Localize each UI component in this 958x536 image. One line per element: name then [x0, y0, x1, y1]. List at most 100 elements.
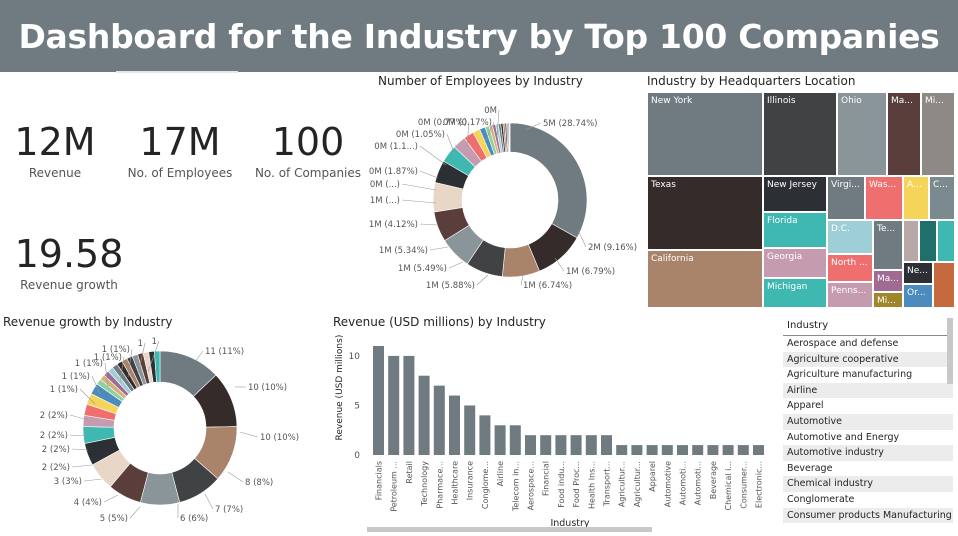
revenue-bar[interactable]	[494, 425, 506, 455]
treemap-cell[interactable]: Or...	[903, 284, 933, 308]
revenue-bar[interactable]	[646, 445, 658, 455]
revenue-bar[interactable]	[692, 445, 704, 455]
kpi-employees[interactable]: 17M No. of Employees	[125, 122, 235, 180]
treemap-cell[interactable]: Texas	[647, 176, 763, 250]
slicer-scrollbar[interactable]	[947, 318, 953, 384]
revenue-bar[interactable]	[631, 445, 643, 455]
slicer-item[interactable]: Aerospace and defense	[787, 338, 899, 349]
treemap-cell[interactable]: D.C.	[827, 220, 873, 254]
employees-leader-line	[520, 274, 524, 286]
x-tick-label: Technology	[420, 461, 429, 507]
employees-data-label: 1M (...)	[370, 196, 400, 206]
growth-leader-line	[204, 493, 214, 510]
treemap-cell-label: D.C.	[831, 224, 850, 234]
employees-slice[interactable]	[509, 122, 588, 239]
treemap-cell[interactable]	[919, 220, 937, 262]
industry-slicer[interactable]: Industry Aerospace and defense Agricultur…	[783, 318, 953, 536]
treemap-cell[interactable]: Te...	[873, 220, 903, 270]
revenue-bar[interactable]	[737, 445, 749, 455]
employees-data-label: 1M (5.88%)	[426, 281, 475, 291]
treemap-cell[interactable]: Ne...	[903, 262, 933, 284]
revenue-bar-chart[interactable]: Revenue (USD millions) 0 5 10 Financials Petr…	[330, 330, 775, 530]
revenue-bar[interactable]	[585, 435, 597, 455]
slicer-item[interactable]: Automotive industry	[783, 445, 953, 461]
revenue-bar[interactable]	[418, 375, 430, 455]
treemap-cell[interactable]: New York	[647, 92, 763, 176]
kpi-growth[interactable]: 19.58 Revenue growth	[14, 234, 124, 292]
revenue-bar[interactable]	[753, 445, 764, 455]
revenue-bar[interactable]	[525, 435, 536, 455]
revenue-bar[interactable]	[464, 405, 476, 455]
treemap-cell[interactable]: California	[647, 250, 763, 308]
treemap-cell-label: Illinois	[767, 96, 796, 106]
revenue-bar[interactable]	[540, 435, 552, 455]
slicer-item[interactable]: Apparel	[787, 400, 824, 412]
revenue-bar[interactable]	[661, 445, 673, 455]
treemap-cell[interactable]: New Jersey	[763, 176, 827, 212]
slicer-item[interactable]: Airline	[783, 382, 953, 399]
x-tick-label: Pharmace...	[435, 461, 444, 509]
growth-leader-line	[69, 414, 89, 421]
growth-data-label: 10 (10%)	[248, 383, 287, 393]
treemap-cell[interactable]: A...	[903, 176, 929, 220]
employees-leader-line	[429, 246, 449, 251]
kpi-companies[interactable]: 100 No. of Companies	[253, 122, 363, 180]
growth-data-label: 11 (11%)	[205, 347, 244, 357]
revenue-bar[interactable]	[570, 435, 582, 455]
revenue-bar[interactable]	[722, 445, 734, 455]
treemap-cell[interactable]: Mi...	[873, 292, 903, 308]
revenue-bar[interactable]	[677, 445, 688, 455]
kpi-revenue[interactable]: 12M Revenue	[12, 122, 98, 180]
growth-data-label: 4 (4%)	[74, 498, 102, 508]
treemap-cell[interactable]	[933, 262, 955, 308]
revenue-bar[interactable]	[433, 385, 445, 455]
revenue-bar[interactable]	[388, 355, 400, 455]
revenue-bar[interactable]	[616, 445, 628, 455]
revenue-bar[interactable]	[403, 355, 415, 455]
slicer-item[interactable]: Agriculture manufacturing	[787, 369, 913, 381]
treemap-cell[interactable]	[937, 220, 955, 262]
slicer-item[interactable]: Agriculture cooperative	[783, 351, 953, 368]
employees-slice[interactable]	[508, 122, 511, 153]
treemap-cell[interactable]	[903, 220, 919, 262]
growth-slice[interactable]	[153, 350, 161, 383]
treemap-cell[interactable]: Ma...	[873, 270, 903, 292]
treemap-cell[interactable]: Florida	[763, 212, 827, 248]
revenue-bar[interactable]	[601, 435, 612, 455]
treemap-cell-label: Texas	[651, 180, 676, 190]
revenue-bar[interactable]	[449, 395, 460, 455]
slicer-item[interactable]: Chemical industry	[783, 476, 953, 492]
treemap-cell-label: Ohio	[841, 96, 862, 106]
revenue-bar[interactable]	[555, 435, 567, 455]
treemap-cell[interactable]: Illinois	[763, 92, 837, 176]
treemap-cell[interactable]: Was...	[865, 176, 903, 220]
headquarters-treemap[interactable]: New York Illinois Ohio Ma... Mi... Texas New J…	[647, 92, 955, 308]
slicer-item[interactable]: Consumer products Manufacturing	[783, 507, 953, 524]
bar-chart-scrollbar[interactable]	[367, 527, 652, 532]
revenue-bar[interactable]	[373, 346, 384, 455]
treemap-cell[interactable]: Georgia	[763, 248, 827, 278]
x-tick-label: Agricultur...	[618, 461, 627, 507]
slicer-item[interactable]: Conglomerate	[787, 493, 855, 505]
slicer-item[interactable]: Automotive	[783, 413, 953, 430]
x-tick-label: Financials	[375, 461, 384, 500]
x-tick-label: Health Ins...	[587, 461, 596, 509]
employees-donut-chart[interactable]: 5M (28.74%) 2M (9.16%) 1M (6.79%) 1M (6.74%…	[360, 90, 637, 291]
slicer-item[interactable]: Beverage	[787, 462, 833, 474]
revenue-bar[interactable]	[707, 445, 719, 455]
treemap-cell-label: C...	[933, 180, 948, 190]
treemap-cell[interactable]: Virgi...	[827, 176, 865, 220]
revenue-bar[interactable]	[509, 425, 521, 455]
revenue-bar[interactable]	[479, 415, 491, 455]
treemap-cell[interactable]: Ma...	[887, 92, 921, 176]
treemap-cell[interactable]: Michigan	[763, 278, 827, 308]
treemap-cell[interactable]: Ohio	[837, 92, 887, 176]
slicer-item[interactable]: Automotive and Energy	[787, 431, 900, 443]
treemap-cell[interactable]: C...	[929, 176, 955, 220]
employees-leader-line	[554, 257, 565, 272]
treemap-cell[interactable]: North ...	[827, 254, 873, 282]
growth-donut-chart[interactable]: 11 (11%) 10 (10%) 10 (10%) 8 (8%) 7 (7%) 6 (6…	[0, 332, 330, 532]
treemap-cell[interactable]: Penns...	[827, 282, 873, 308]
treemap-cell-label: Michigan	[767, 282, 808, 292]
treemap-cell[interactable]: Mi...	[921, 92, 955, 176]
